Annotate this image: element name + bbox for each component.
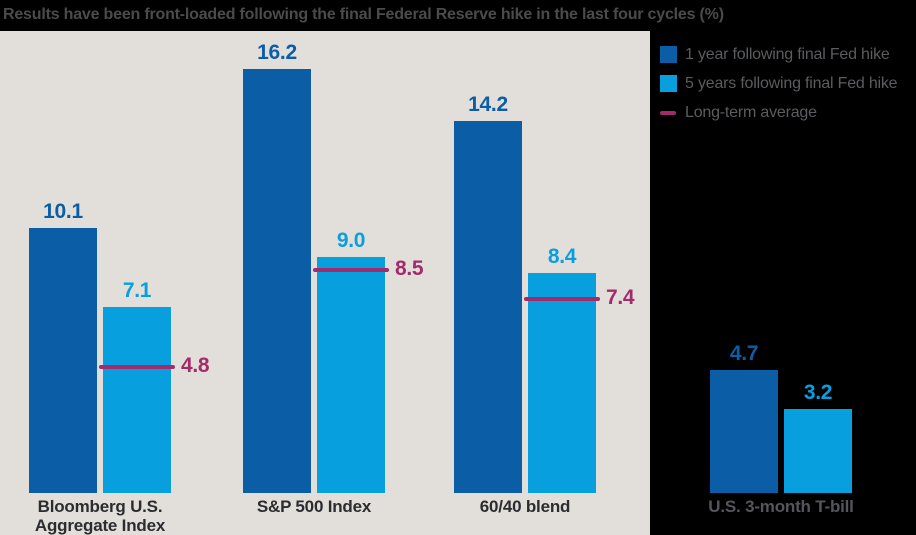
legend-dash-icon — [660, 110, 676, 115]
legend-square-icon — [660, 46, 677, 63]
category-label: U.S. 3-month T-bill — [661, 497, 901, 516]
category-label-line: 60/40 blend — [479, 497, 571, 516]
legend-item: 1 year following final Fed hike — [660, 40, 897, 69]
bar-1yr — [243, 68, 311, 493]
value-label-1yr: 14.2 — [468, 92, 508, 116]
bar-1yr — [29, 228, 97, 493]
bar-5yr — [103, 306, 171, 493]
value-label-5yr: 7.1 — [122, 278, 152, 302]
bar-1yr — [710, 369, 778, 493]
bar-5yr — [784, 409, 852, 493]
category-label-line: Aggregate Index — [34, 516, 166, 535]
bar-5yr — [528, 272, 596, 493]
value-label-1yr: 16.2 — [257, 40, 297, 64]
chart-title: Results have been front-loaded following… — [3, 6, 724, 23]
legend-square-icon — [660, 75, 677, 92]
value-label-1yr: 10.1 — [43, 200, 83, 224]
value-label-5yr: 3.2 — [803, 381, 833, 405]
category-label: 60/40 blend — [405, 497, 645, 516]
legend-item-label: 1 year following final Fed hike — [685, 45, 890, 63]
category-label: S&P 500 Index — [194, 497, 434, 516]
legend-item: 5 years following final Fed hike — [660, 69, 898, 98]
long-term-average-label: 4.8 — [181, 354, 210, 378]
category-label-line: Bloomberg U.S. — [37, 497, 163, 516]
value-label-5yr: 8.4 — [547, 244, 577, 268]
legend-item-label: Long-term average — [685, 103, 817, 121]
legend: 1 year following final Fed hike 5 years f… — [660, 40, 898, 127]
long-term-average-line — [313, 268, 389, 273]
long-term-average-line — [99, 365, 175, 370]
value-label-1yr: 4.7 — [729, 341, 759, 365]
legend-item: Long-term average — [660, 98, 897, 127]
long-term-average-line — [524, 297, 600, 302]
legend-item-label: 5 years following final Fed hike — [685, 74, 898, 92]
category-label-line: U.S. 3-month T-bill — [708, 497, 854, 516]
bar-5yr — [317, 257, 385, 493]
long-term-average-label: 8.5 — [395, 257, 424, 281]
long-term-average-label: 7.4 — [606, 286, 635, 310]
category-label: Bloomberg U.S. Aggregate Index — [0, 497, 220, 535]
bar-1yr — [454, 120, 522, 493]
category-label-line: S&P 500 Index — [256, 497, 372, 516]
value-label-5yr: 9.0 — [336, 229, 366, 253]
